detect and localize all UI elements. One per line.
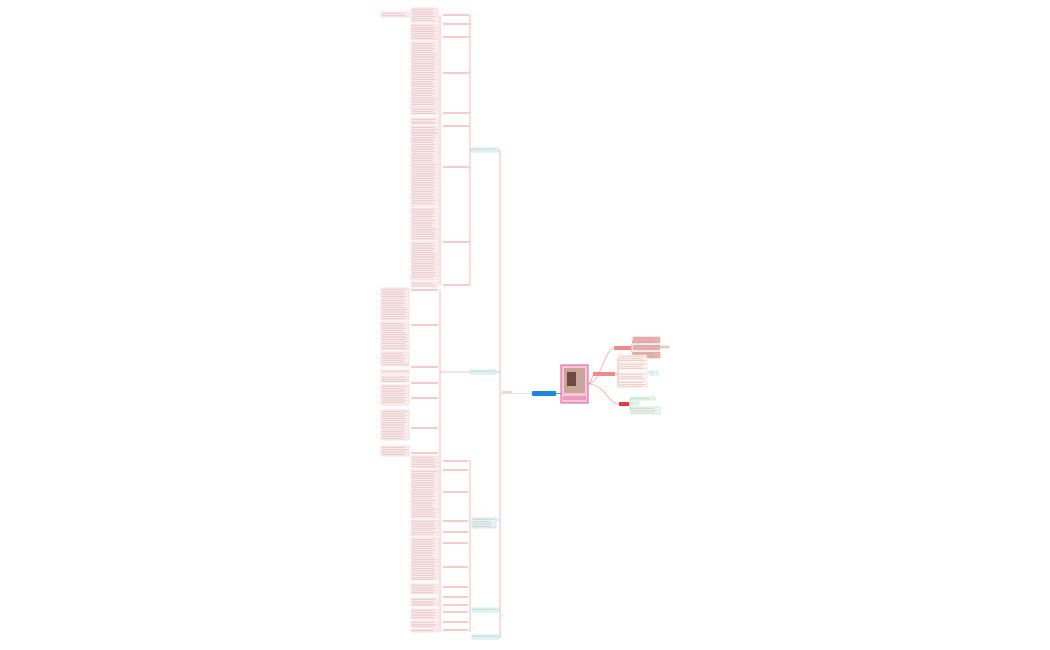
text-block xyxy=(410,620,439,628)
text-block xyxy=(380,384,410,406)
text-block xyxy=(410,117,439,125)
text-block xyxy=(471,607,499,613)
connector xyxy=(587,347,615,385)
text-block xyxy=(410,41,439,108)
text-block xyxy=(618,362,648,370)
branch-node xyxy=(614,346,631,350)
text-block xyxy=(471,634,499,640)
text-block xyxy=(630,401,640,406)
text-block xyxy=(469,369,497,375)
text-block xyxy=(410,519,439,537)
connector xyxy=(628,397,632,412)
connector xyxy=(630,339,634,356)
central-image-caption xyxy=(563,396,586,400)
text-block xyxy=(410,133,439,207)
text-block xyxy=(410,597,439,607)
central-image-figure xyxy=(567,372,576,386)
text-block xyxy=(410,281,439,288)
text-block xyxy=(649,370,659,376)
text-block xyxy=(380,375,410,383)
text-block xyxy=(632,344,661,351)
text-block xyxy=(471,147,499,153)
text-block xyxy=(380,11,410,18)
text-block xyxy=(618,380,648,388)
connector xyxy=(587,383,620,405)
text-block xyxy=(380,369,410,375)
text-block xyxy=(410,455,439,469)
text-block xyxy=(618,372,648,380)
text-block xyxy=(380,409,410,441)
text-block xyxy=(660,345,670,349)
text-block xyxy=(410,241,439,281)
text-block xyxy=(410,107,439,115)
root-node xyxy=(532,391,556,396)
branch-node xyxy=(619,402,629,406)
text-block xyxy=(410,469,439,519)
text-block xyxy=(632,336,661,344)
text-block xyxy=(618,354,648,362)
branch-node xyxy=(593,372,615,376)
